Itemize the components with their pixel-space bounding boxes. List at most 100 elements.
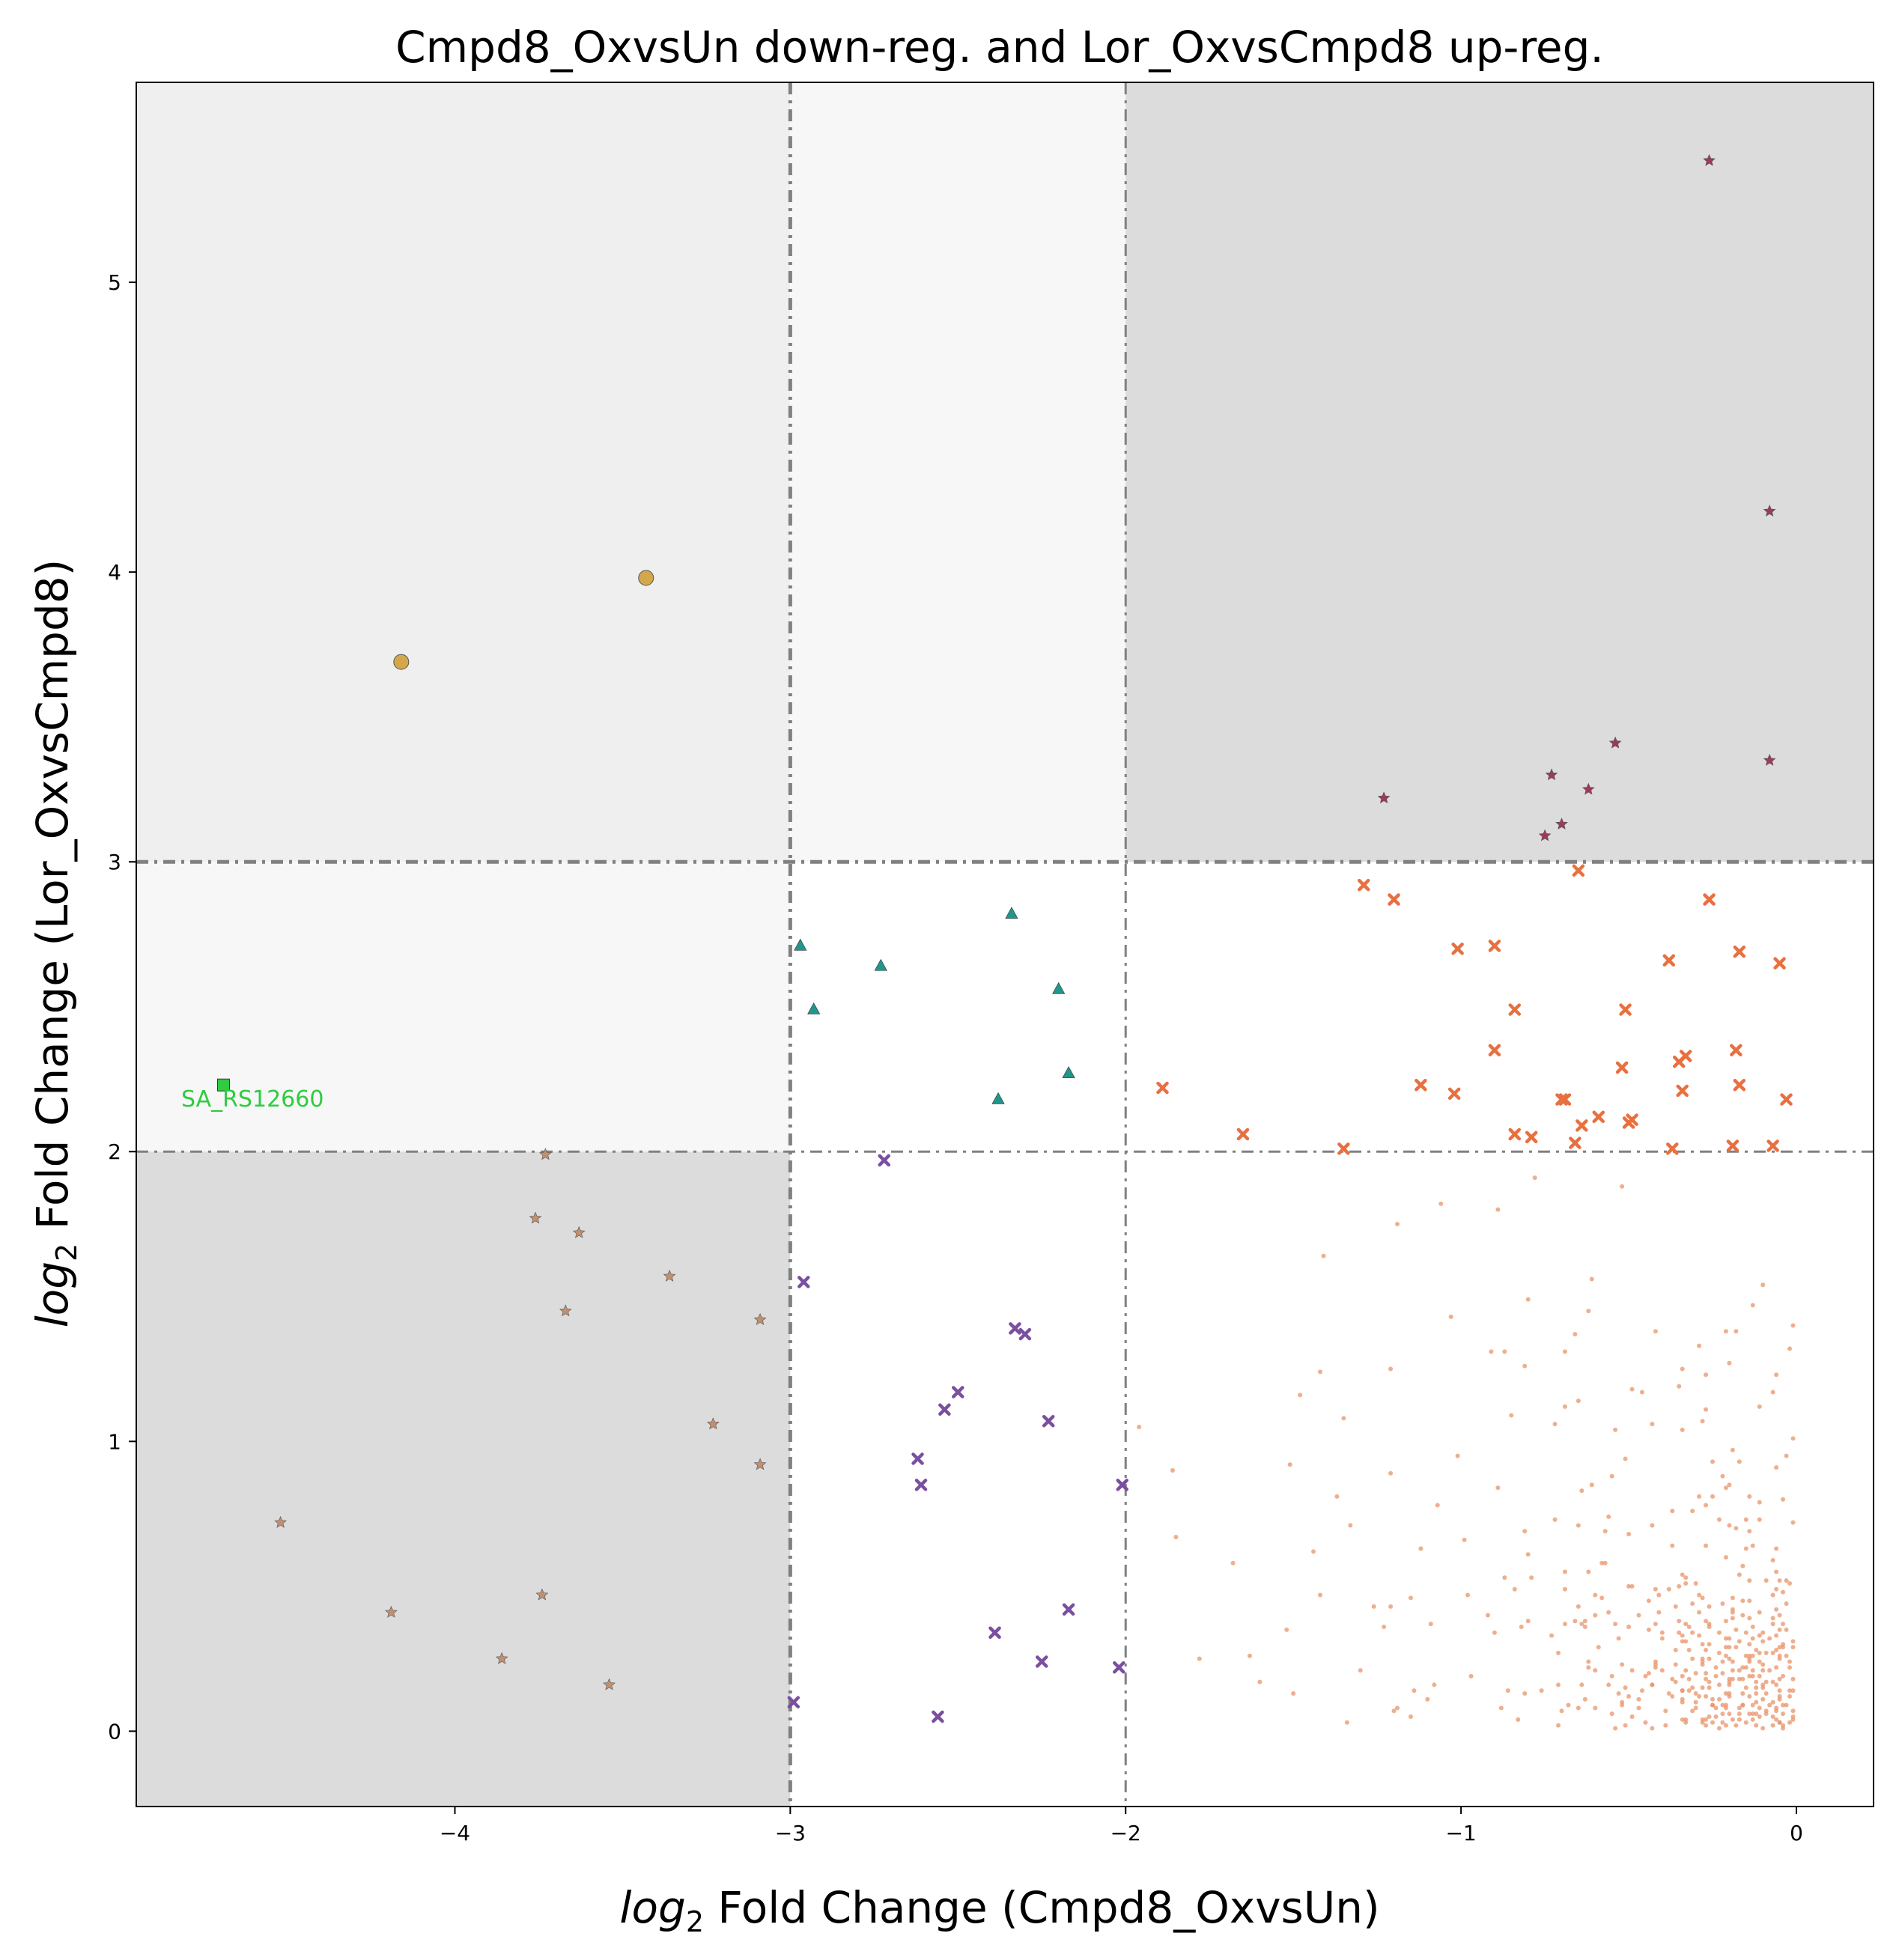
cloud-point bbox=[1636, 1613, 1641, 1618]
cloud-point bbox=[1230, 1560, 1236, 1565]
data-point-x bbox=[1780, 1093, 1793, 1106]
cloud-point bbox=[1723, 1329, 1728, 1334]
cloud-point bbox=[1770, 1714, 1775, 1720]
cloud-point bbox=[1395, 1705, 1400, 1711]
cloud-point bbox=[1716, 1682, 1722, 1687]
region-far-left-top bbox=[136, 82, 791, 862]
cloud-point bbox=[1720, 1473, 1725, 1479]
cloud-point bbox=[1777, 1627, 1782, 1632]
cloud-point bbox=[1432, 1682, 1437, 1687]
cloud-point bbox=[1723, 1636, 1728, 1641]
cloud-point bbox=[1700, 1642, 1705, 1647]
cloud-point bbox=[1790, 1688, 1796, 1693]
cloud-point bbox=[1388, 1604, 1394, 1609]
data-point-star bbox=[603, 1678, 616, 1690]
data-point-star bbox=[663, 1269, 676, 1282]
cloud-point bbox=[1747, 1529, 1752, 1534]
cloud-point bbox=[1629, 1714, 1635, 1720]
cloud-point bbox=[1760, 1639, 1766, 1644]
cloud-point bbox=[1683, 1575, 1689, 1580]
y-tick-label: 3 bbox=[108, 850, 121, 874]
cloud-point bbox=[1358, 1668, 1363, 1673]
cloud-point bbox=[1710, 1494, 1716, 1499]
cloud-point bbox=[1770, 1390, 1775, 1395]
cloud-point bbox=[1787, 1693, 1793, 1699]
cloud-point bbox=[1730, 1447, 1735, 1452]
cloud-point bbox=[1626, 1583, 1632, 1589]
cloud-point bbox=[1690, 1509, 1695, 1514]
cloud-point bbox=[1777, 1720, 1782, 1725]
cloud-point bbox=[1616, 1691, 1621, 1696]
cloud-point bbox=[1757, 1500, 1762, 1505]
cloud-point bbox=[1596, 1645, 1601, 1650]
cloud-point bbox=[1737, 1705, 1742, 1711]
cloud-point bbox=[1609, 1711, 1614, 1717]
cloud-point bbox=[1763, 1679, 1769, 1684]
y-axis-title-log: log bbox=[27, 1261, 78, 1327]
cloud-point bbox=[1760, 1282, 1766, 1288]
cloud-point bbox=[1743, 1517, 1748, 1522]
cloud-point bbox=[1348, 1523, 1353, 1528]
cloud-point bbox=[1787, 1580, 1793, 1586]
cloud-point bbox=[1468, 1673, 1474, 1679]
cloud-point bbox=[1737, 1717, 1742, 1722]
data-point-star bbox=[1377, 791, 1391, 804]
x-axis-title-log: log bbox=[619, 1882, 685, 1933]
cloud-point bbox=[1690, 1685, 1695, 1690]
cloud-point bbox=[1173, 1535, 1179, 1540]
cloud-point bbox=[1757, 1650, 1762, 1655]
data-point-star bbox=[529, 1211, 542, 1224]
cloud-point bbox=[1582, 1696, 1587, 1702]
data-point-x bbox=[1672, 1056, 1686, 1068]
cloud-point bbox=[1750, 1653, 1755, 1658]
data-point-x bbox=[1666, 1142, 1679, 1155]
x-axis-title-rest: Fold Change (Cmpd8_OxvsUn) bbox=[704, 1882, 1380, 1933]
cloud-point bbox=[1730, 1676, 1735, 1681]
cloud-point bbox=[1754, 1679, 1759, 1684]
cloud-point bbox=[1559, 1708, 1564, 1714]
data-point-star bbox=[1582, 782, 1595, 795]
cloud-point bbox=[1573, 1332, 1578, 1337]
cloud-point bbox=[1704, 1693, 1709, 1699]
cloud-point bbox=[1505, 1688, 1510, 1693]
cloud-point bbox=[1757, 1404, 1762, 1409]
y-tick-label: 2 bbox=[108, 1139, 121, 1164]
cloud-point bbox=[1704, 1723, 1709, 1728]
data-point-x bbox=[1525, 1130, 1538, 1144]
cloud-point bbox=[1697, 1592, 1702, 1598]
cloud-point bbox=[1770, 1679, 1775, 1684]
cloud-point bbox=[1247, 1653, 1252, 1658]
cloud-point bbox=[1723, 1619, 1728, 1624]
data-point-circle bbox=[638, 570, 654, 586]
cloud-point bbox=[1777, 1613, 1782, 1618]
cloud-point bbox=[1774, 1569, 1779, 1574]
cloud-point bbox=[1522, 1363, 1528, 1369]
cloud-point bbox=[1586, 1569, 1591, 1574]
cloud-point bbox=[1579, 1622, 1584, 1627]
cloud-point bbox=[1787, 1688, 1793, 1693]
x-tick-label: −2 bbox=[1110, 1821, 1141, 1845]
cloud-point bbox=[1344, 1720, 1349, 1725]
cloud-point bbox=[1673, 1604, 1678, 1609]
cloud-point bbox=[1707, 1685, 1712, 1690]
cloud-point bbox=[1284, 1627, 1289, 1632]
cloud-point bbox=[1525, 1619, 1531, 1624]
cloud-point bbox=[1713, 1665, 1719, 1670]
cloud-point bbox=[1697, 1494, 1702, 1499]
data-point-star bbox=[559, 1304, 572, 1317]
cloud-point bbox=[1727, 1360, 1732, 1366]
cloud-point bbox=[1555, 1650, 1561, 1655]
cloud-point bbox=[1677, 1619, 1682, 1624]
cloud-point bbox=[1371, 1604, 1376, 1609]
cloud-point bbox=[1653, 1586, 1658, 1592]
cloud-point bbox=[1629, 1387, 1635, 1392]
cloud-point bbox=[1777, 1676, 1782, 1681]
cloud-point bbox=[1743, 1653, 1748, 1658]
cloud-point bbox=[1576, 1523, 1581, 1528]
data-point-x bbox=[911, 1452, 924, 1465]
cloud-point bbox=[1774, 1586, 1779, 1592]
cloud-point bbox=[1781, 1711, 1786, 1717]
cloud-point bbox=[1720, 1659, 1725, 1664]
cloud-point bbox=[1750, 1717, 1755, 1722]
data-point-triangle bbox=[1052, 981, 1066, 994]
